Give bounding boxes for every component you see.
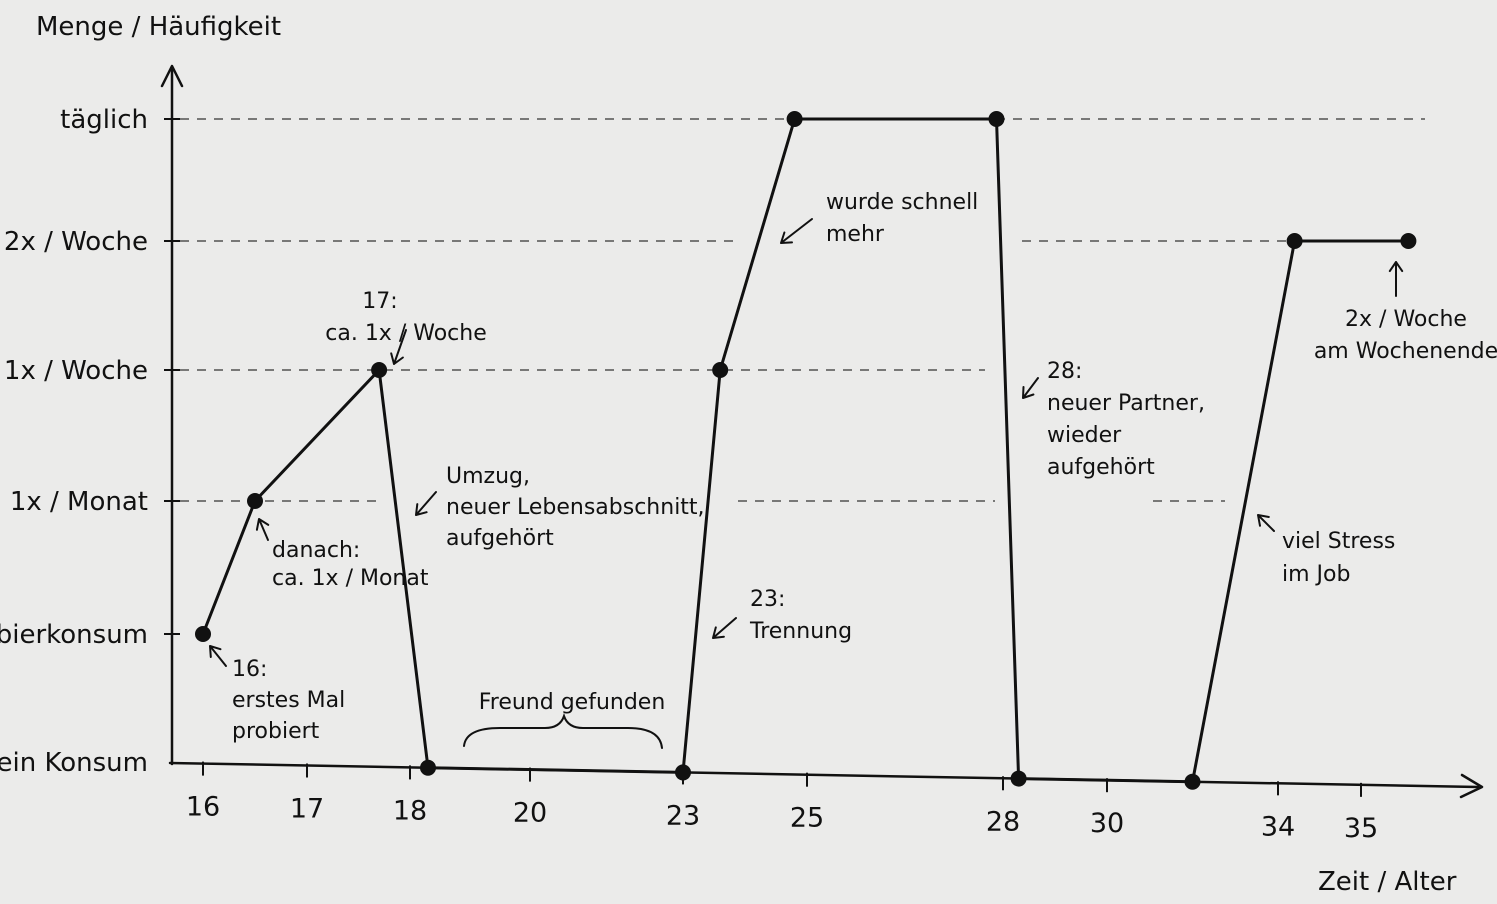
annotation-arrow [255, 518, 270, 541]
annotation-line: Freund gefunden [479, 690, 666, 715]
x-axis-arrowhead [1459, 773, 1484, 799]
x-tick-label: 28 [986, 806, 1020, 837]
x-tick-label: 20 [513, 798, 547, 829]
y-tick-label: 1x / Woche [4, 356, 148, 386]
data-point [1286, 233, 1303, 249]
annotation-line: im Job [1282, 562, 1350, 587]
annotation-line: 2x / Woche [1345, 307, 1467, 332]
annotation-line: viel Stress [1282, 529, 1395, 554]
y-tick-label: 2x / Woche [4, 227, 148, 257]
x-tick-label: 23 [666, 800, 700, 831]
y-tick-label: kein Konsum [0, 748, 148, 778]
annotation-6: wurde schnell mehr [826, 190, 978, 247]
data-point [1184, 773, 1201, 790]
ticks [164, 118, 1362, 797]
annotation-line: neuer Partner, [1047, 391, 1205, 416]
annotation-1: danach: ca. 1x / Monat [272, 538, 429, 591]
annotation-line: am Wochenende [1314, 339, 1497, 364]
annotation-line: mehr [826, 222, 885, 247]
x-tick-label: 30 [1090, 808, 1124, 839]
x-tick-label: 34 [1261, 811, 1295, 842]
series-layer [195, 111, 1417, 790]
annotation-4: Freund gefunden [479, 690, 666, 715]
annotations-layer: 16: erstes Mal probiert danach: ca. 1x / Mon… [232, 190, 1497, 744]
x-tick-label: 17 [290, 794, 324, 825]
data-point [1400, 233, 1417, 249]
annotation-line: 28: [1047, 359, 1082, 384]
data-point [1010, 770, 1027, 787]
annotation-arrow [1388, 261, 1404, 297]
annotation-line: aufgehört [446, 526, 554, 551]
annotation-line: wurde schnell [826, 190, 978, 215]
annotation-3: Umzug, neuer Lebensabschnitt, aufgehört [446, 464, 705, 551]
annotation-line: aufgehört [1047, 455, 1155, 480]
annotation-line: 17: [362, 289, 397, 314]
annotation-arrow [1022, 377, 1039, 399]
annotation-line: neuer Lebensabschnitt, [446, 495, 705, 520]
annotation-arrow [390, 329, 407, 365]
annotation-arrow [209, 645, 227, 667]
x-tick-label: 25 [790, 803, 824, 834]
x-tick-label: 16 [186, 792, 220, 823]
annotation-arrow [712, 617, 737, 639]
data-point [247, 493, 263, 509]
annotation-line: 16: [232, 657, 267, 682]
annotation-arrow [780, 218, 813, 244]
annotation-line: probiert [232, 719, 320, 744]
annotation-2: 17: ca. 1x / Woche [325, 289, 486, 346]
annotation-arrow [1257, 514, 1275, 532]
annotation-arrows [209, 218, 1404, 667]
y-axis-title: Menge / Häufigkeit [36, 12, 281, 42]
annotation-line: Umzug, [446, 464, 530, 489]
y-tick-label: täglich [60, 105, 148, 135]
annotation-9: 2x / Woche am Wochenende [1314, 307, 1497, 364]
x-axis-title: Zeit / Alter [1318, 867, 1457, 897]
x-tick-label: 35 [1344, 813, 1378, 844]
annotation-8: viel Stress im Job [1282, 529, 1395, 587]
y-tick-label: Probierkonsum [0, 620, 148, 650]
annotation-line: 23: [750, 587, 785, 612]
x-axis [168, 761, 1480, 789]
annotation-7: 28: neuer Partner, wieder aufgehört [1047, 359, 1205, 480]
annotation-line: ca. 1x / Woche [325, 321, 486, 346]
annotation-arrow [415, 491, 437, 516]
annotation-line: ca. 1x / Monat [272, 566, 429, 591]
y-axis-arrowhead [160, 64, 184, 88]
grid-lines [180, 118, 1425, 502]
y-tick-label: 1x / Monat [10, 487, 148, 517]
data-point [712, 362, 729, 378]
annotation-line: Trennung [749, 619, 852, 644]
series-line-0 [201, 117, 1410, 784]
labels-layer: Menge / Häufigkeit Zeit / Alter kein Kon… [0, 12, 1457, 897]
data-point [675, 764, 691, 781]
annotation-0: 16: erstes Mal probiert [232, 657, 345, 744]
annotation-line: wieder [1047, 423, 1122, 448]
brace-freund-gefunden [463, 712, 663, 749]
data-point [371, 362, 388, 378]
annotation-5: 23: Trennung [749, 587, 852, 644]
data-point [195, 626, 211, 642]
annotation-line: danach: [272, 538, 360, 563]
annotation-line: erstes Mal [232, 688, 345, 713]
data-point [420, 759, 436, 776]
data-point [786, 111, 803, 127]
axes [160, 64, 1484, 799]
data-point [988, 111, 1005, 127]
x-tick-label: 18 [393, 795, 427, 826]
